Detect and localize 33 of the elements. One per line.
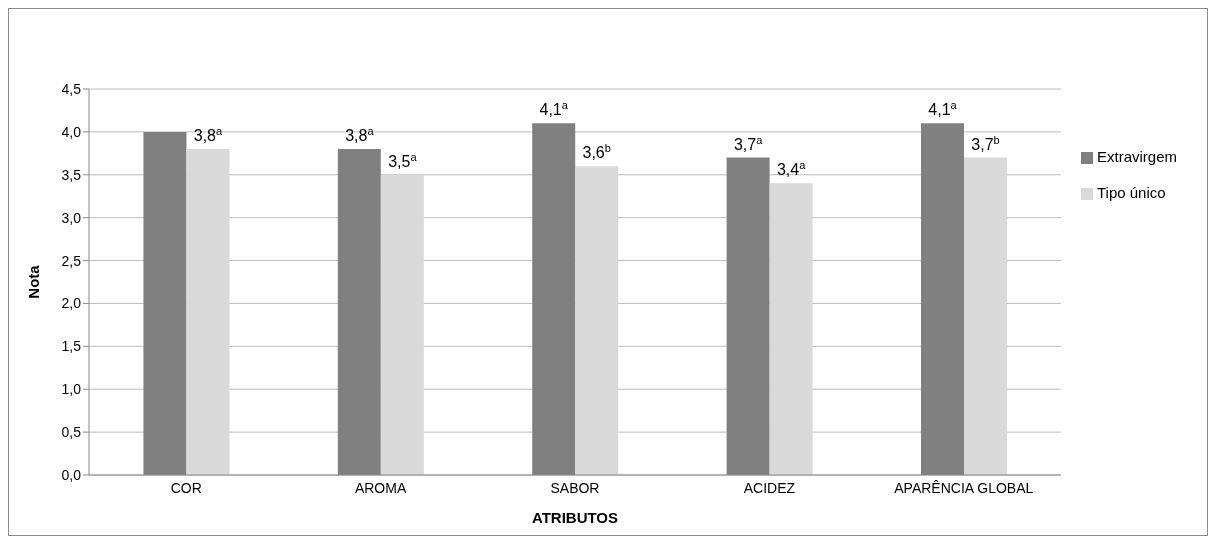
data-label: 3,7$^{a}$ — [733, 133, 764, 153]
y-tick-label: 2,0 — [61, 295, 82, 312]
x-tick-label: AROMA — [354, 479, 407, 496]
y-tick-label: 4,0 — [61, 123, 82, 140]
bar — [380, 174, 424, 475]
data-label: 3,7$^{b}$ — [971, 133, 1000, 153]
bar — [575, 166, 619, 475]
data-label: 4,1$^{a}$ — [539, 99, 569, 119]
y-tick-label: 2,5 — [61, 252, 82, 269]
data-label: 3,4$^{a}$ — [776, 159, 807, 179]
legend-label: Extravirgem — [1096, 148, 1177, 165]
x-tick-label: ACIDEZ — [743, 479, 796, 496]
bar — [186, 149, 230, 475]
legend-label: Tipo único — [1096, 184, 1166, 201]
y-tick-label: 0,5 — [61, 424, 82, 441]
data-label: 3,6$^{b}$ — [582, 142, 611, 162]
data-label: 3,8$^{a}$ — [193, 125, 223, 145]
data-label: 4,1$^{a}$ — [928, 99, 958, 119]
y-tick-label: 3,5 — [61, 166, 82, 183]
y-tick-label: 3,0 — [61, 209, 82, 226]
data-label: 3,8$^{a}$ — [345, 125, 375, 145]
y-tick-label: 1,5 — [61, 338, 82, 355]
y-tick-label: 0,0 — [61, 466, 82, 483]
x-tick-label: COR — [170, 479, 202, 496]
data-label: 3,5$^{a}$ — [388, 150, 418, 170]
y-tick-label: 1,0 — [61, 381, 82, 398]
bar — [964, 157, 1008, 475]
bar — [769, 183, 813, 475]
x-axis-title: ATRIBUTOS — [531, 509, 619, 526]
x-tick-label: SABOR — [550, 479, 600, 496]
y-axis-title: Nota — [25, 264, 43, 299]
x-tick-label: APARÊNCIA GLOBAL — [894, 479, 1034, 496]
y-tick-label: 4,5 — [61, 80, 82, 97]
